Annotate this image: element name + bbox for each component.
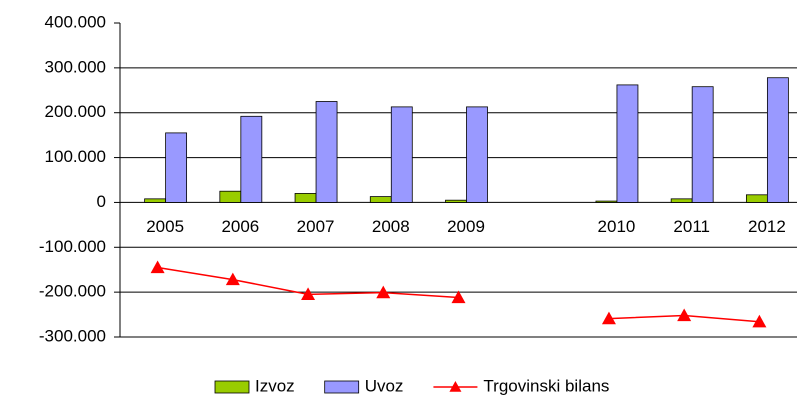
point-marker [677, 308, 692, 322]
x-tick-label: 2011 [673, 217, 710, 236]
bar [691, 86, 714, 203]
y-tick-label: -300.000 [39, 326, 106, 345]
y-tick-label: 0 [97, 192, 106, 211]
bar [466, 106, 488, 203]
bar [240, 115, 263, 203]
y-tick-label: 300.000 [45, 57, 106, 76]
legend-label: Izvoz [255, 376, 295, 395]
point-marker [451, 290, 466, 304]
bar [670, 198, 693, 203]
bar [766, 77, 789, 203]
bar [390, 106, 413, 203]
bar [144, 198, 167, 203]
point-marker [301, 287, 316, 300]
bar [745, 194, 768, 203]
y-tick-label: -200.000 [39, 282, 106, 301]
legend-swatch [324, 380, 360, 394]
point-marker [601, 311, 616, 325]
legend-label: Trgovinski bilans [483, 376, 609, 395]
legend-swatch [449, 381, 462, 392]
y-tick-label: 200.000 [45, 102, 106, 121]
bar [294, 193, 317, 203]
x-tick-label: 2009 [447, 217, 485, 236]
point-marker [376, 285, 391, 299]
bar [165, 132, 188, 203]
x-tick-label: 2010 [598, 217, 636, 236]
x-tick-label: 2006 [221, 217, 259, 236]
point-marker [150, 260, 165, 274]
x-tick-label: 2007 [297, 217, 335, 236]
y-tick-label: 100.000 [45, 147, 106, 166]
legend-label: Uvoz [365, 376, 404, 395]
bar [616, 84, 639, 203]
x-tick-label: 2008 [372, 217, 410, 236]
bar [595, 200, 618, 203]
bar [219, 190, 242, 203]
bar [369, 196, 392, 203]
bar [445, 199, 467, 203]
point-marker [752, 314, 767, 328]
x-tick-label: 2012 [748, 217, 786, 236]
bar [315, 101, 338, 203]
point-marker [225, 272, 240, 286]
x-tick-label: 2005 [146, 217, 184, 236]
y-tick-label: 400.000 [45, 12, 106, 31]
legend-swatch [214, 380, 250, 394]
y-tick-label: -100.000 [39, 237, 106, 256]
